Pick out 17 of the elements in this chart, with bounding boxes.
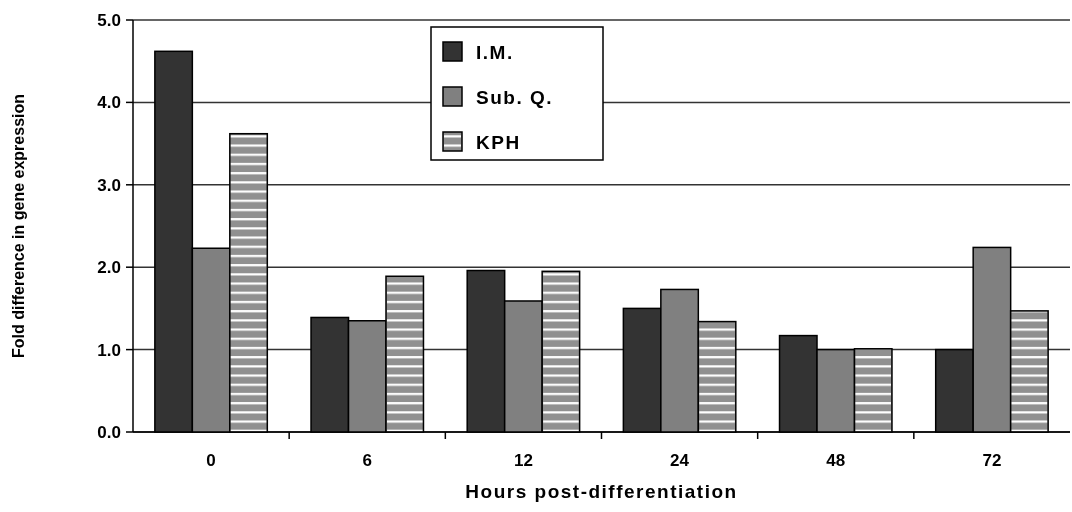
y-tick-label: 1.0 [97, 340, 121, 360]
y-tick-label: 4.0 [97, 93, 121, 113]
y-tick-label: 0.0 [97, 422, 121, 442]
y-tick-label: 5.0 [97, 10, 121, 30]
x-tick-label: 24 [670, 451, 690, 470]
x-tick-label: 72 [982, 451, 1002, 470]
x-tick-label: 48 [826, 451, 846, 470]
y-axis-title: Fold difference in gene expression [10, 93, 27, 359]
x-tick-label: 0 [206, 451, 216, 470]
y-tick-label: 2.0 [97, 258, 121, 278]
x-tick-label: 12 [513, 451, 533, 470]
legend-label: Sub. Q. [476, 86, 553, 108]
legend-label: KPH [476, 131, 521, 153]
legend-label: I.M. [476, 41, 514, 63]
x-axis-title: Hours post-differentiation [465, 481, 738, 502]
x-tick-label: 6 [362, 451, 372, 470]
y-tick-label: 3.0 [97, 175, 121, 195]
